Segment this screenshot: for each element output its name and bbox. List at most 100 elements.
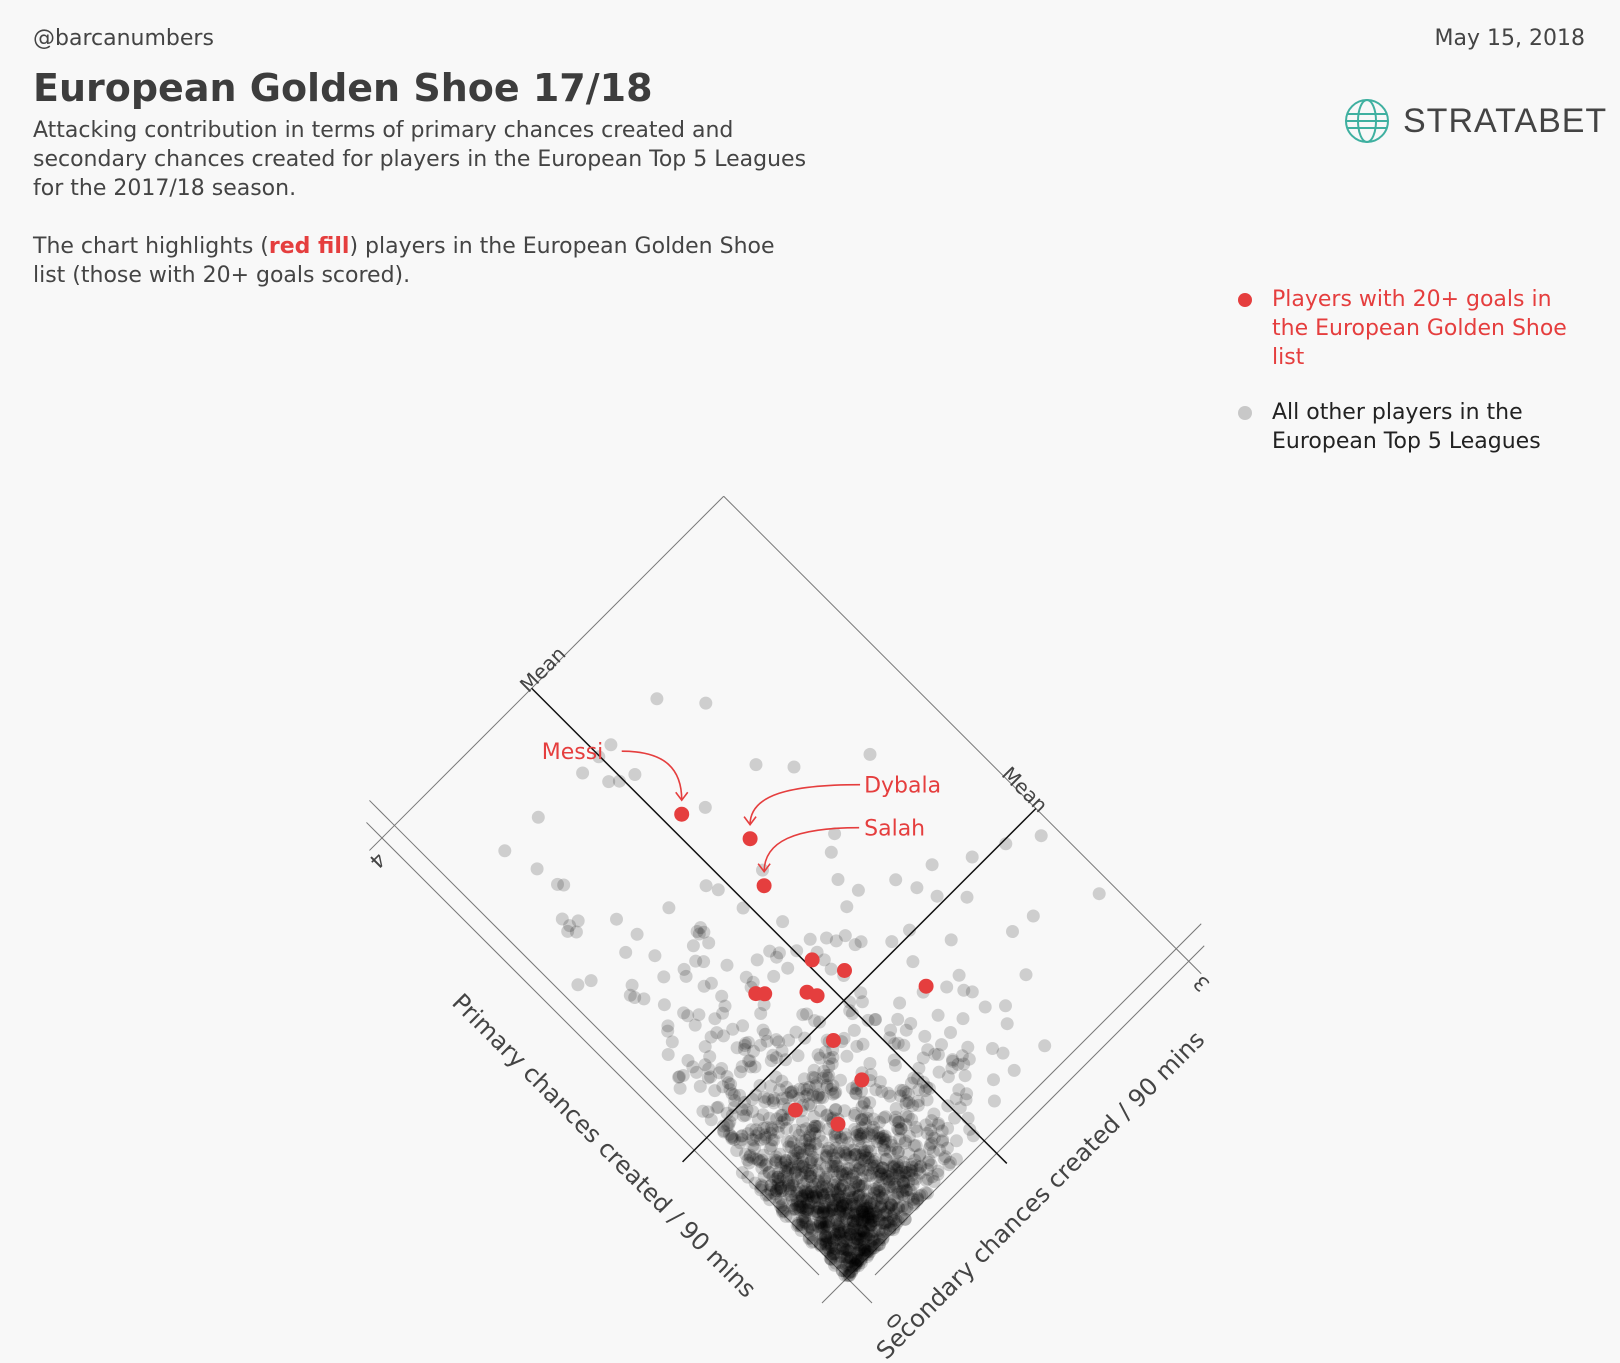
- other-player-point: [697, 925, 711, 939]
- other-player-point: [784, 1140, 798, 1154]
- other-player-point: [823, 1236, 836, 1250]
- other-player-point: [907, 1172, 921, 1186]
- other-player-point: [894, 1083, 908, 1097]
- other-player-point: [829, 1085, 843, 1099]
- other-player-point: [716, 1080, 730, 1094]
- other-player-point: [889, 1213, 903, 1227]
- other-player-point: [835, 1264, 849, 1278]
- other-player-point: [679, 969, 693, 983]
- other-player-point: [924, 1158, 938, 1172]
- other-player-point: [864, 1242, 878, 1256]
- other-player-point: [851, 1156, 865, 1170]
- other-player-point: [902, 1190, 916, 1204]
- other-player-point: [891, 1214, 905, 1228]
- other-player-point: [882, 1164, 896, 1178]
- other-player-point: [794, 1218, 808, 1232]
- other-player-point: [876, 1139, 890, 1153]
- other-player-point: [882, 1215, 896, 1229]
- other-player-point: [822, 1215, 836, 1229]
- other-player-point: [921, 1043, 935, 1057]
- other-player-point: [795, 1189, 809, 1203]
- other-player-point: [764, 1079, 778, 1093]
- other-player-point: [940, 1141, 954, 1155]
- other-player-point: [825, 1201, 839, 1215]
- other-player-point: [888, 1177, 902, 1191]
- other-player-point: [801, 1187, 815, 1201]
- other-player-point: [736, 1019, 750, 1033]
- other-player-point: [805, 1174, 819, 1188]
- other-player-point: [774, 1184, 788, 1198]
- other-player-point: [861, 1210, 875, 1224]
- other-player-point: [703, 1050, 717, 1064]
- other-player-point: [845, 1265, 859, 1279]
- other-player-point: [849, 1257, 863, 1271]
- chart-legend: Players with 20+ goals in the European G…: [1238, 285, 1578, 482]
- other-player-point: [827, 1234, 840, 1248]
- highlight-player-point: [742, 831, 758, 847]
- other-player-point: [839, 1192, 853, 1206]
- other-player-point: [892, 1169, 906, 1183]
- other-player-point: [754, 1038, 768, 1052]
- other-player-point: [824, 1082, 838, 1096]
- other-player-point: [661, 1019, 675, 1033]
- other-player-point: [812, 1201, 826, 1215]
- other-player-point: [848, 1122, 862, 1136]
- other-player-point: [901, 1087, 915, 1101]
- other-player-point: [874, 1231, 887, 1245]
- other-player-point: [835, 1264, 849, 1277]
- other-player-point: [828, 1258, 841, 1272]
- other-player-point: [893, 996, 907, 1010]
- other-player-point: [832, 1145, 846, 1159]
- other-player-point: [842, 1143, 856, 1157]
- other-player-point: [820, 1220, 834, 1233]
- other-player-point: [879, 1152, 893, 1166]
- other-player-point: [889, 1202, 903, 1216]
- other-player-point: [770, 950, 784, 964]
- other-player-point: [824, 845, 838, 859]
- other-player-point: [826, 1159, 840, 1173]
- highlight-player-point: [674, 806, 690, 822]
- other-player-point: [862, 1127, 876, 1141]
- other-player-point: [892, 1145, 905, 1159]
- other-player-point: [825, 1159, 838, 1173]
- other-player-point: [708, 1012, 722, 1026]
- other-player-point: [717, 1124, 731, 1138]
- other-player-point: [769, 1190, 783, 1204]
- other-player-point: [935, 1135, 949, 1148]
- other-player-point: [775, 1044, 789, 1058]
- other-player-point: [879, 1208, 893, 1222]
- other-player-point: [884, 1135, 898, 1149]
- other-player-point: [945, 1061, 959, 1075]
- other-player-point: [870, 1159, 884, 1173]
- other-player-point: [885, 1198, 898, 1212]
- other-player-point: [931, 1167, 945, 1181]
- other-player-point: [857, 1095, 871, 1109]
- other-player-point: [777, 1204, 791, 1218]
- other-player-point: [812, 1200, 826, 1214]
- other-player-point: [828, 1175, 842, 1189]
- other-player-point: [802, 1133, 816, 1147]
- other-player-point: [795, 1192, 809, 1206]
- other-player-point: [769, 1154, 783, 1168]
- other-player-point: [857, 1216, 871, 1230]
- other-player-point: [828, 1086, 842, 1100]
- other-player-point: [919, 1118, 933, 1132]
- other-player-point: [831, 873, 845, 886]
- other-player-point: [776, 1170, 790, 1184]
- other-player-point: [849, 1175, 863, 1189]
- other-player-point: [803, 1220, 817, 1234]
- other-player-point: [786, 1089, 800, 1103]
- annotation-messi: Messi: [542, 740, 604, 765]
- other-player-point: [821, 1209, 835, 1223]
- legend-item-others: All other players in the European Top 5 …: [1238, 398, 1578, 456]
- other-player-point: [804, 1099, 818, 1113]
- other-player-point: [913, 1147, 927, 1161]
- frame-edge: [394, 825, 848, 1279]
- other-player-point: [764, 1185, 778, 1199]
- other-player-point: [818, 1241, 832, 1255]
- other-player-point: [790, 1172, 804, 1185]
- other-player-point: [819, 1218, 833, 1232]
- other-player-point: [848, 1258, 862, 1272]
- other-player-point: [885, 1160, 899, 1174]
- other-player-point: [816, 1229, 830, 1243]
